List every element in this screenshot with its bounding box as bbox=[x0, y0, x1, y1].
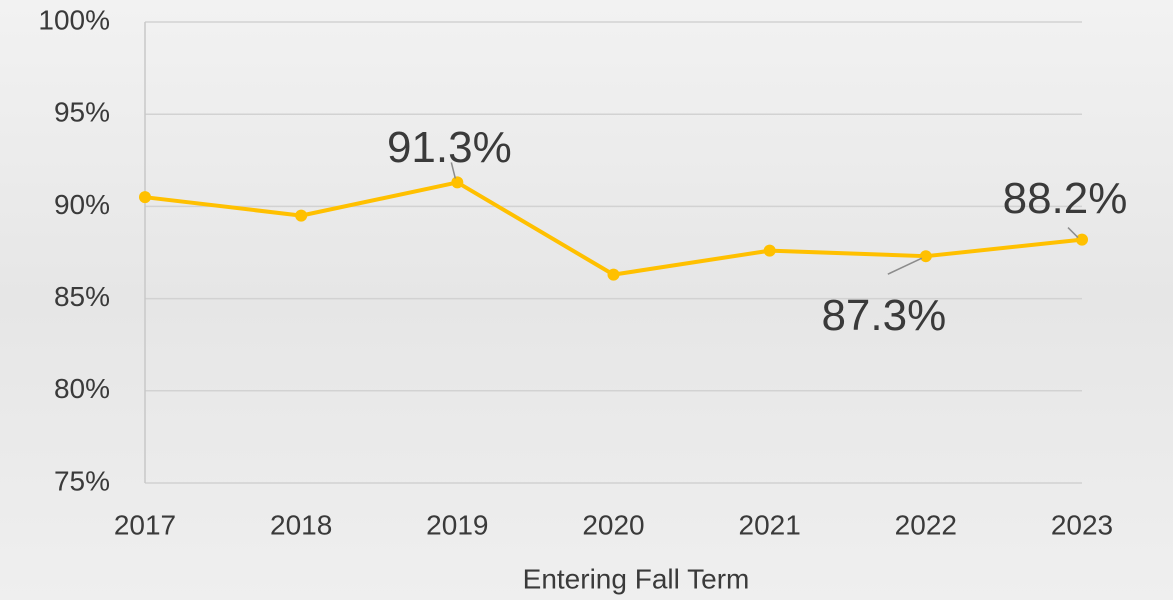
data-point bbox=[451, 176, 463, 188]
chart: Entering Fall Term 75% 80% 85% 90% 95% 100% 20… bbox=[0, 0, 1173, 600]
y-tick-label: 75% bbox=[54, 465, 110, 496]
x-tick-label: 2018 bbox=[270, 509, 332, 540]
y-tick-label: 85% bbox=[54, 281, 110, 312]
data-label: 87.3% bbox=[821, 291, 946, 340]
data-point bbox=[1076, 234, 1088, 246]
x-tick-label: 2021 bbox=[739, 509, 801, 540]
data-label: 91.3% bbox=[387, 123, 512, 172]
data-point bbox=[608, 269, 620, 281]
y-tick-label: 95% bbox=[54, 97, 110, 128]
x-tick-label: 2020 bbox=[582, 509, 644, 540]
x-tick-label: 2023 bbox=[1051, 509, 1113, 540]
y-tick-label: 90% bbox=[54, 189, 110, 220]
data-point bbox=[920, 250, 932, 262]
data-label: 88.2% bbox=[1003, 174, 1128, 223]
x-axis-title: Entering Fall Term bbox=[523, 563, 750, 594]
data-point bbox=[139, 191, 151, 203]
x-tick-label: 2017 bbox=[114, 509, 176, 540]
y-tick-label: 100% bbox=[38, 4, 110, 35]
x-tick-label: 2019 bbox=[426, 509, 488, 540]
y-tick-label: 80% bbox=[54, 373, 110, 404]
x-tick-label: 2022 bbox=[895, 509, 957, 540]
data-point bbox=[764, 245, 776, 257]
data-point bbox=[295, 210, 307, 222]
